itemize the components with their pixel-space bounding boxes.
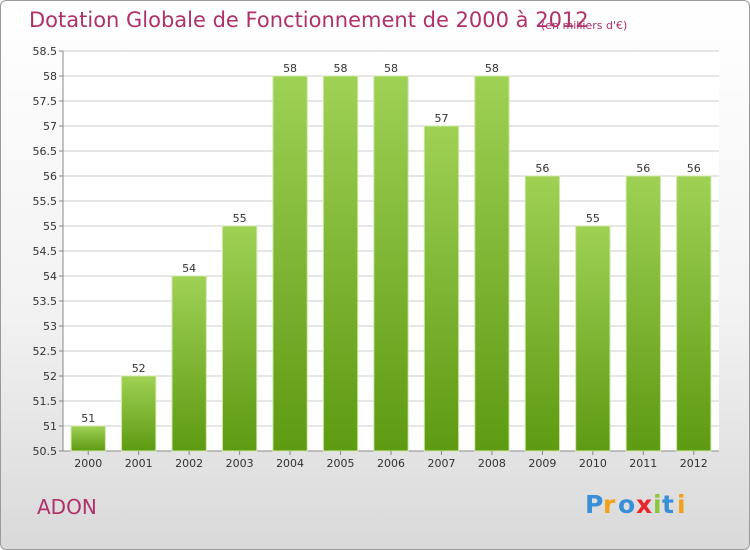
y-tick-label: 53: [43, 320, 57, 333]
x-tick-label: 2004: [276, 457, 304, 470]
proxiti-logo[interactable]: P r o x i t i: [585, 489, 695, 519]
x-tick-label: 2001: [125, 457, 153, 470]
data-label: 58: [283, 62, 297, 75]
bar: [676, 175, 712, 452]
x-tick-label: 2003: [226, 457, 254, 470]
y-tick-label: 52.5: [33, 345, 58, 358]
proxiti-logo-image: P r o x i t i: [585, 490, 686, 519]
y-tick-label: 54.5: [33, 245, 58, 258]
data-label: 56: [687, 162, 701, 175]
bar: [575, 225, 611, 452]
data-label: 56: [535, 162, 549, 175]
svg-text:P: P: [585, 490, 603, 519]
bar: [423, 125, 460, 452]
y-tick-label: 55: [43, 220, 57, 233]
x-tick-label: 2011: [629, 457, 657, 470]
x-tick-label: 2000: [74, 457, 102, 470]
bar: [625, 175, 661, 452]
x-tick-label: 2007: [427, 457, 455, 470]
svg-text:r: r: [603, 490, 616, 519]
x-tick-label: 2005: [327, 457, 355, 470]
bar: [524, 175, 561, 452]
data-label: 55: [586, 212, 600, 225]
x-tick-label: 2012: [680, 457, 708, 470]
bar: [474, 75, 510, 452]
x-tick-label: 2006: [377, 457, 405, 470]
y-tick-label: 55.5: [33, 195, 58, 208]
bar: [171, 275, 207, 452]
bar: [221, 225, 258, 452]
y-tick-label: 50.5: [33, 445, 58, 458]
data-label: 51: [81, 412, 95, 425]
y-tick-label: 51: [43, 420, 57, 433]
data-label: 58: [485, 62, 499, 75]
bar: [322, 75, 359, 452]
data-label: 56: [636, 162, 650, 175]
bar: [70, 425, 106, 452]
y-tick-label: 56.5: [33, 145, 58, 158]
y-tick-label: 58.5: [33, 45, 58, 58]
y-tick-label: 52: [43, 370, 57, 383]
y-tick-label: 57.5: [33, 95, 58, 108]
chart-unit: (en milliers d'€): [541, 19, 628, 32]
data-label: 52: [132, 362, 146, 375]
svg-text:i: i: [653, 490, 662, 519]
y-tick-label: 57: [43, 120, 57, 133]
y-tick-label: 56: [43, 170, 57, 183]
data-label: 58: [384, 62, 398, 75]
y-tick-label: 58: [43, 70, 57, 83]
x-tick-label: 2009: [528, 457, 556, 470]
svg-text:x: x: [636, 490, 652, 519]
town-name: ADON: [37, 495, 97, 519]
svg-text:t: t: [662, 490, 674, 519]
svg-text:i: i: [677, 490, 686, 519]
data-label: 54: [182, 262, 196, 275]
x-tick-label: 2010: [579, 457, 607, 470]
x-tick-label: 2008: [478, 457, 506, 470]
y-tick-label: 54: [43, 270, 57, 283]
data-label: 58: [334, 62, 348, 75]
chart-title: Dotation Globale de Fonctionnement de 20…: [29, 8, 589, 32]
data-label: 55: [233, 212, 247, 225]
data-label: 57: [434, 112, 448, 125]
x-tick-label: 2002: [175, 457, 203, 470]
y-tick-label: 53.5: [33, 295, 58, 308]
svg-text:o: o: [618, 490, 635, 519]
bar: [272, 75, 308, 452]
bar: [121, 375, 157, 452]
y-tick-label: 51.5: [33, 395, 58, 408]
bar: [373, 75, 409, 452]
